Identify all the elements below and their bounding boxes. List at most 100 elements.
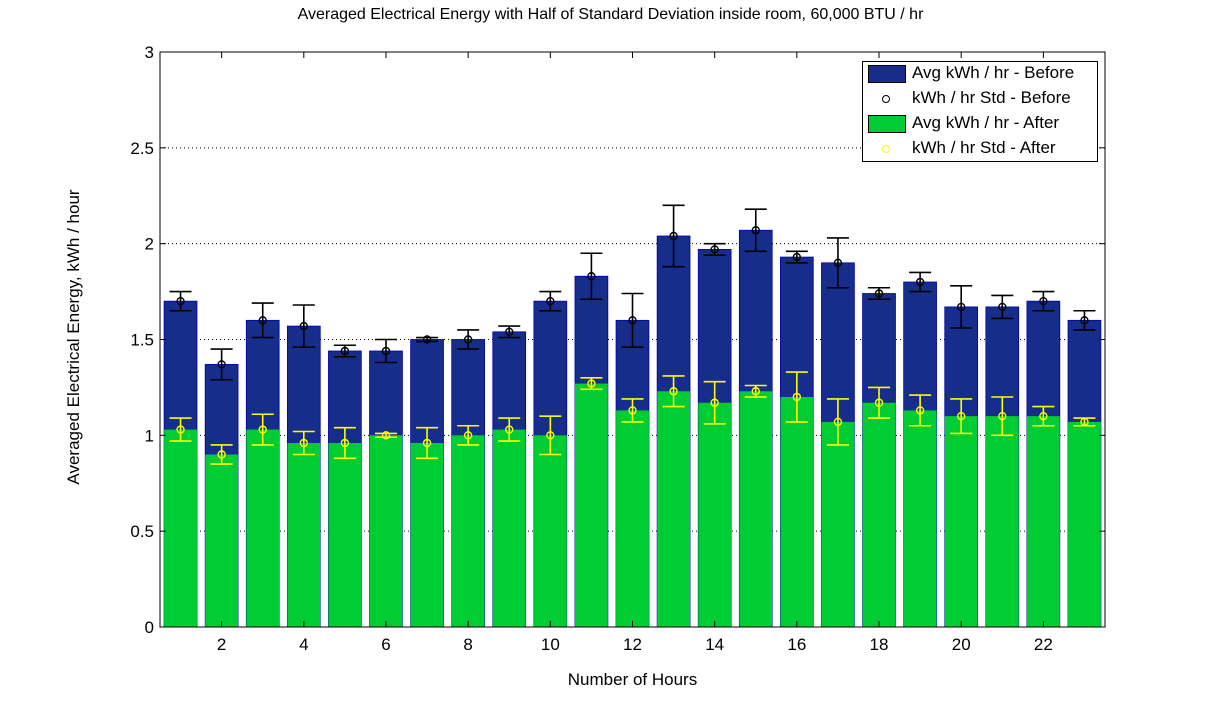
after-point	[381, 431, 391, 440]
axis-ticks: 0 0.5 1 1.5 2 2.5 3 2 4 6 8 10 12 14 16 18 20 22	[130, 43, 1105, 654]
bar-after	[369, 435, 403, 627]
chart-legend: Avg kWh / hr - Before kWh / hr Std - Bef…	[862, 61, 1098, 162]
bars-after	[164, 383, 1101, 627]
legend-label-after-bar: Avg kWh / hr - After	[912, 113, 1060, 132]
after-point	[299, 438, 309, 448]
bar-after	[246, 429, 280, 627]
before-point	[833, 258, 843, 268]
x-tick-label: 20	[952, 635, 971, 654]
chart-title: Averaged Electrical Energy with Half of …	[297, 6, 924, 23]
before-point	[546, 296, 555, 306]
x-tick-label: 10	[541, 635, 560, 654]
x-axis-label: Number of Hours	[567, 670, 698, 689]
errorbars-before	[169, 204, 1096, 381]
before-point	[874, 289, 884, 298]
after-point	[792, 392, 802, 402]
before-point	[176, 296, 185, 306]
before-point	[299, 321, 309, 331]
after-point	[505, 425, 514, 434]
after-point	[833, 417, 843, 427]
x-tick-label: 4	[299, 635, 308, 654]
y-tick-label: 0.5	[130, 522, 154, 541]
before-point	[587, 272, 596, 281]
after-point	[669, 387, 678, 396]
x-tick-label: 14	[705, 635, 724, 654]
bar-after	[328, 443, 362, 627]
after-point	[874, 398, 884, 407]
before-point	[1080, 316, 1089, 325]
after-point	[1080, 417, 1089, 427]
legend-item-after-bar: Avg kWh / hr - After	[863, 112, 1097, 137]
bar-after	[698, 402, 732, 627]
bar-after	[287, 443, 321, 627]
before-point	[463, 335, 473, 344]
bar-after	[903, 410, 937, 627]
before-point	[217, 360, 226, 369]
bar-after	[821, 421, 855, 627]
bar-after	[451, 435, 485, 627]
before-point	[340, 346, 350, 356]
bar-after	[574, 383, 608, 627]
before-point	[792, 252, 802, 262]
before-point	[1039, 296, 1048, 306]
after-point	[422, 438, 432, 448]
before-point	[915, 277, 925, 287]
bar-after	[616, 410, 649, 627]
y-tick-label: 1	[145, 426, 154, 445]
legend-swatch-after	[868, 115, 906, 133]
x-tick-label: 12	[623, 635, 642, 654]
before-point	[751, 226, 760, 235]
x-tick-label: 18	[870, 635, 889, 654]
legend-label-after-std: kWh / hr Std - After	[912, 138, 1056, 157]
bar-after	[1026, 416, 1060, 627]
after-point	[956, 411, 966, 421]
before-point	[422, 335, 432, 344]
errorbars-after	[169, 371, 1096, 465]
bar-after	[492, 429, 526, 627]
bar-after	[739, 391, 773, 627]
before-point	[956, 302, 966, 312]
after-point	[258, 425, 267, 434]
bar-after	[1068, 421, 1101, 627]
before-point	[628, 316, 637, 325]
legend-swatch-before	[868, 65, 906, 83]
bar-after	[862, 402, 896, 627]
before-point	[998, 302, 1007, 312]
y-tick-label: 3	[145, 43, 154, 62]
after-point	[628, 406, 637, 415]
before-point	[258, 316, 267, 325]
legend-item-before-std: kWh / hr Std - Before	[863, 87, 1097, 112]
before-point	[381, 346, 391, 356]
after-point	[1039, 411, 1048, 421]
x-tick-label: 8	[463, 635, 472, 654]
legend-label-before-bar: Avg kWh / hr - Before	[912, 63, 1075, 82]
bar-after	[410, 443, 444, 627]
before-point	[505, 327, 514, 337]
x-tick-label: 2	[217, 635, 226, 654]
bar-after	[944, 416, 978, 627]
bar-after	[164, 429, 197, 627]
legend-marker-after	[882, 145, 890, 153]
x-tick-label: 22	[1034, 635, 1053, 654]
y-tick-label: 2.5	[130, 139, 154, 158]
y-axis-label: Averaged Electrical Energy, kWh / hour	[64, 189, 83, 485]
before-point	[669, 231, 678, 241]
after-point	[915, 406, 925, 415]
after-point	[176, 425, 185, 434]
after-point	[587, 379, 596, 388]
x-tick-label: 16	[787, 635, 806, 654]
bar-after	[985, 416, 1019, 627]
legend-marker-before	[882, 95, 890, 103]
y-tick-label: 0	[145, 618, 154, 637]
bar-after	[657, 391, 691, 627]
bar-after	[533, 435, 567, 627]
legend-item-before-bar: Avg kWh / hr - Before	[863, 62, 1097, 87]
legend-label-before-std: kWh / hr Std - Before	[912, 88, 1071, 107]
after-point	[710, 398, 719, 407]
after-point	[340, 438, 350, 448]
legend-item-after-std: kWh / hr Std - After	[863, 137, 1097, 162]
y-tick-label: 1.5	[130, 331, 154, 350]
after-point	[546, 431, 555, 440]
after-point	[217, 450, 226, 459]
